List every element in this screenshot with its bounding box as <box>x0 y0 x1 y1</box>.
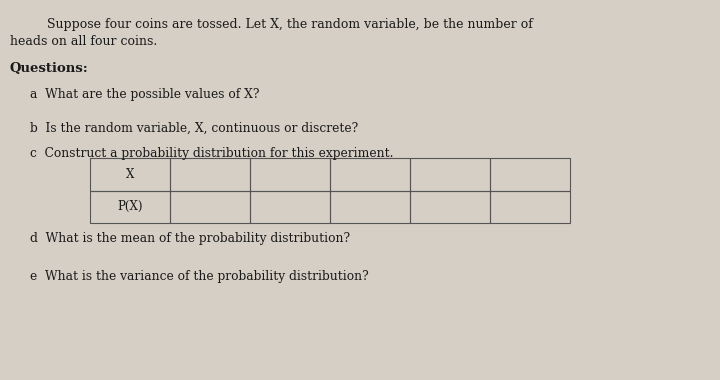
Text: c  Construct a probability distribution for this experiment.: c Construct a probability distribution f… <box>30 147 394 160</box>
Bar <box>490 190 570 223</box>
Text: d  What is the mean of the probability distribution?: d What is the mean of the probability di… <box>30 232 350 245</box>
Bar <box>170 158 250 190</box>
Bar <box>90 190 170 223</box>
Text: heads on all four coins.: heads on all four coins. <box>10 35 157 48</box>
Text: P(X): P(X) <box>117 200 143 213</box>
Text: e  What is the variance of the probability distribution?: e What is the variance of the probabilit… <box>30 270 369 283</box>
Text: X: X <box>126 168 134 181</box>
Bar <box>330 158 410 190</box>
Text: a  What are the possible values of X?: a What are the possible values of X? <box>30 88 259 101</box>
Bar <box>90 158 170 190</box>
Bar <box>250 158 330 190</box>
Bar <box>250 190 330 223</box>
Text: Suppose four coins are tossed. Let X, the random variable, be the number of: Suppose four coins are tossed. Let X, th… <box>47 18 533 31</box>
Bar <box>410 190 490 223</box>
Bar <box>490 158 570 190</box>
Bar <box>170 190 250 223</box>
Bar <box>410 158 490 190</box>
Text: b  Is the random variable, X, continuous or discrete?: b Is the random variable, X, continuous … <box>30 122 359 135</box>
Text: Questions:: Questions: <box>10 62 89 75</box>
Bar <box>330 190 410 223</box>
